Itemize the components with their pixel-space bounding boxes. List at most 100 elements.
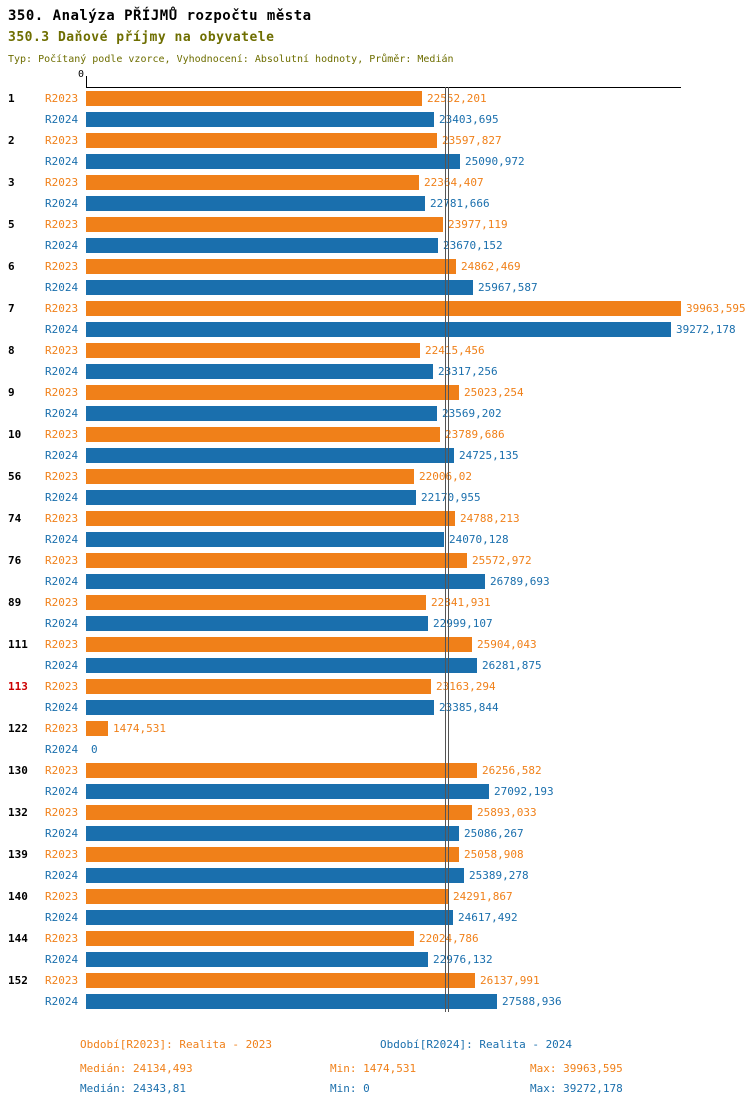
bar-row: R2024 23569,202 <box>0 403 750 424</box>
series-label: R2024 <box>45 953 79 966</box>
series-label: R2023 <box>45 302 79 315</box>
bar-row: R2024 39272,178 <box>0 319 750 340</box>
bar-area: 22781,666 <box>86 193 750 214</box>
bar-row: R2024 22781,666 <box>0 193 750 214</box>
category-label: 122 <box>8 722 28 735</box>
series-label: R2024 <box>45 491 79 504</box>
bar-r2024 <box>86 616 428 631</box>
bar-row: 130 R2023 26256,582 <box>0 760 750 781</box>
bar-row: R2024 0 <box>0 739 750 760</box>
value-label: 25389,278 <box>469 869 529 882</box>
bar-r2024 <box>86 364 433 379</box>
bar-r2023 <box>86 973 475 988</box>
bar-area: 22841,931 <box>86 592 750 613</box>
bar-area: 27092,193 <box>86 781 750 802</box>
series-label: R2023 <box>45 596 79 609</box>
bar-area: 23670,152 <box>86 235 750 256</box>
value-label: 22552,201 <box>427 92 487 105</box>
bar-row: 140 R2023 24291,867 <box>0 886 750 907</box>
value-label: 27092,193 <box>494 785 554 798</box>
stats-row-r2023: Medián: 24134,493 Min: 1474,531 Max: 399… <box>80 1062 750 1075</box>
value-label: 24725,135 <box>459 449 519 462</box>
bar-area: 24617,492 <box>86 907 750 928</box>
bar-area: 24291,867 <box>86 886 750 907</box>
bar-r2023 <box>86 217 443 232</box>
bar-row: R2024 24070,128 <box>0 529 750 550</box>
bar-area: 22552,201 <box>86 88 750 109</box>
value-label: 22781,666 <box>430 197 490 210</box>
value-label: 26281,875 <box>482 659 542 672</box>
bar-row: 7 R2023 39963,595 <box>0 298 750 319</box>
series-label: R2023 <box>45 134 79 147</box>
bar-area: 25086,267 <box>86 823 750 844</box>
bar-area: 22006,02 <box>86 466 750 487</box>
category-label: 152 <box>8 974 28 987</box>
chart-rows: 1 R2023 22552,201 R2024 23403,695 2 R2023 23597… <box>0 88 750 1012</box>
series-label: R2024 <box>45 281 79 294</box>
stats-row-r2024: Medián: 24343,81 Min: 0 Max: 39272,178 <box>80 1082 750 1095</box>
series-label: R2024 <box>45 995 79 1008</box>
bar-r2024 <box>86 658 477 673</box>
bar-r2023 <box>86 385 459 400</box>
bar-area: 0 <box>86 739 750 760</box>
value-label: 23403,695 <box>439 113 499 126</box>
report-subtitle: 350.3 Daňové příjmy na obyvatele <box>8 30 275 45</box>
value-label: 23977,119 <box>448 218 508 231</box>
bar-row: R2024 22999,107 <box>0 613 750 634</box>
bar-row: R2024 22976,132 <box>0 949 750 970</box>
category-label: 6 <box>8 260 15 273</box>
bar-r2023 <box>86 763 477 778</box>
value-label: 23317,256 <box>438 365 498 378</box>
series-label: R2024 <box>45 533 79 546</box>
series-label: R2023 <box>45 428 79 441</box>
value-label: 25090,972 <box>465 155 525 168</box>
legend-periods-row: Období[R2023]: Realita - 2023 Období[R20… <box>80 1038 750 1051</box>
bar-r2024 <box>86 112 434 127</box>
bar-r2024 <box>86 238 438 253</box>
bar-r2024 <box>86 700 434 715</box>
bar-row: 3 R2023 22364,407 <box>0 172 750 193</box>
series-label: R2023 <box>45 638 79 651</box>
category-label: 1 <box>8 92 15 105</box>
value-label: 23597,827 <box>442 134 502 147</box>
r2024-max-stat: Max: 39272,178 <box>530 1082 623 1095</box>
series-label: R2023 <box>45 974 79 987</box>
value-label: 25967,587 <box>478 281 538 294</box>
value-label: 39963,595 <box>686 302 746 315</box>
series-label: R2024 <box>45 743 79 756</box>
bar-area: 23977,119 <box>86 214 750 235</box>
value-label: 23670,152 <box>443 239 503 252</box>
bar-area: 22170,955 <box>86 487 750 508</box>
report-title: 350. Analýza PŘÍJMŮ rozpočtu města <box>8 8 312 24</box>
value-label: 25058,908 <box>464 848 524 861</box>
bar-area: 25058,908 <box>86 844 750 865</box>
bar-row: 113 R2023 23163,294 <box>0 676 750 697</box>
value-label: 22976,132 <box>433 953 493 966</box>
bar-area: 23163,294 <box>86 676 750 697</box>
bar-area: 22415,456 <box>86 340 750 361</box>
value-label: 23385,844 <box>439 701 499 714</box>
bar-area: 25572,972 <box>86 550 750 571</box>
bar-r2023 <box>86 679 431 694</box>
bar-row: R2024 23385,844 <box>0 697 750 718</box>
bar-area: 23597,827 <box>86 130 750 151</box>
category-label: 2 <box>8 134 15 147</box>
bar-area: 22364,407 <box>86 172 750 193</box>
report-meta: Typ: Počítaný podle vzorce, Vyhodnocení:… <box>8 54 454 65</box>
series-label: R2023 <box>45 554 79 567</box>
r2024-min-stat: Min: 0 <box>330 1082 370 1095</box>
bar-row: R2024 26789,693 <box>0 571 750 592</box>
value-label: 22364,407 <box>424 176 484 189</box>
bar-r2023 <box>86 847 459 862</box>
bar-area: 25090,972 <box>86 151 750 172</box>
bar-r2024 <box>86 826 459 841</box>
value-label: 0 <box>91 743 98 756</box>
bar-row: 132 R2023 25893,033 <box>0 802 750 823</box>
bar-row: 111 R2023 25904,043 <box>0 634 750 655</box>
value-label: 23789,686 <box>445 428 505 441</box>
bar-row: 8 R2023 22415,456 <box>0 340 750 361</box>
bar-r2024 <box>86 574 485 589</box>
category-label: 140 <box>8 890 28 903</box>
series-label: R2024 <box>45 155 79 168</box>
